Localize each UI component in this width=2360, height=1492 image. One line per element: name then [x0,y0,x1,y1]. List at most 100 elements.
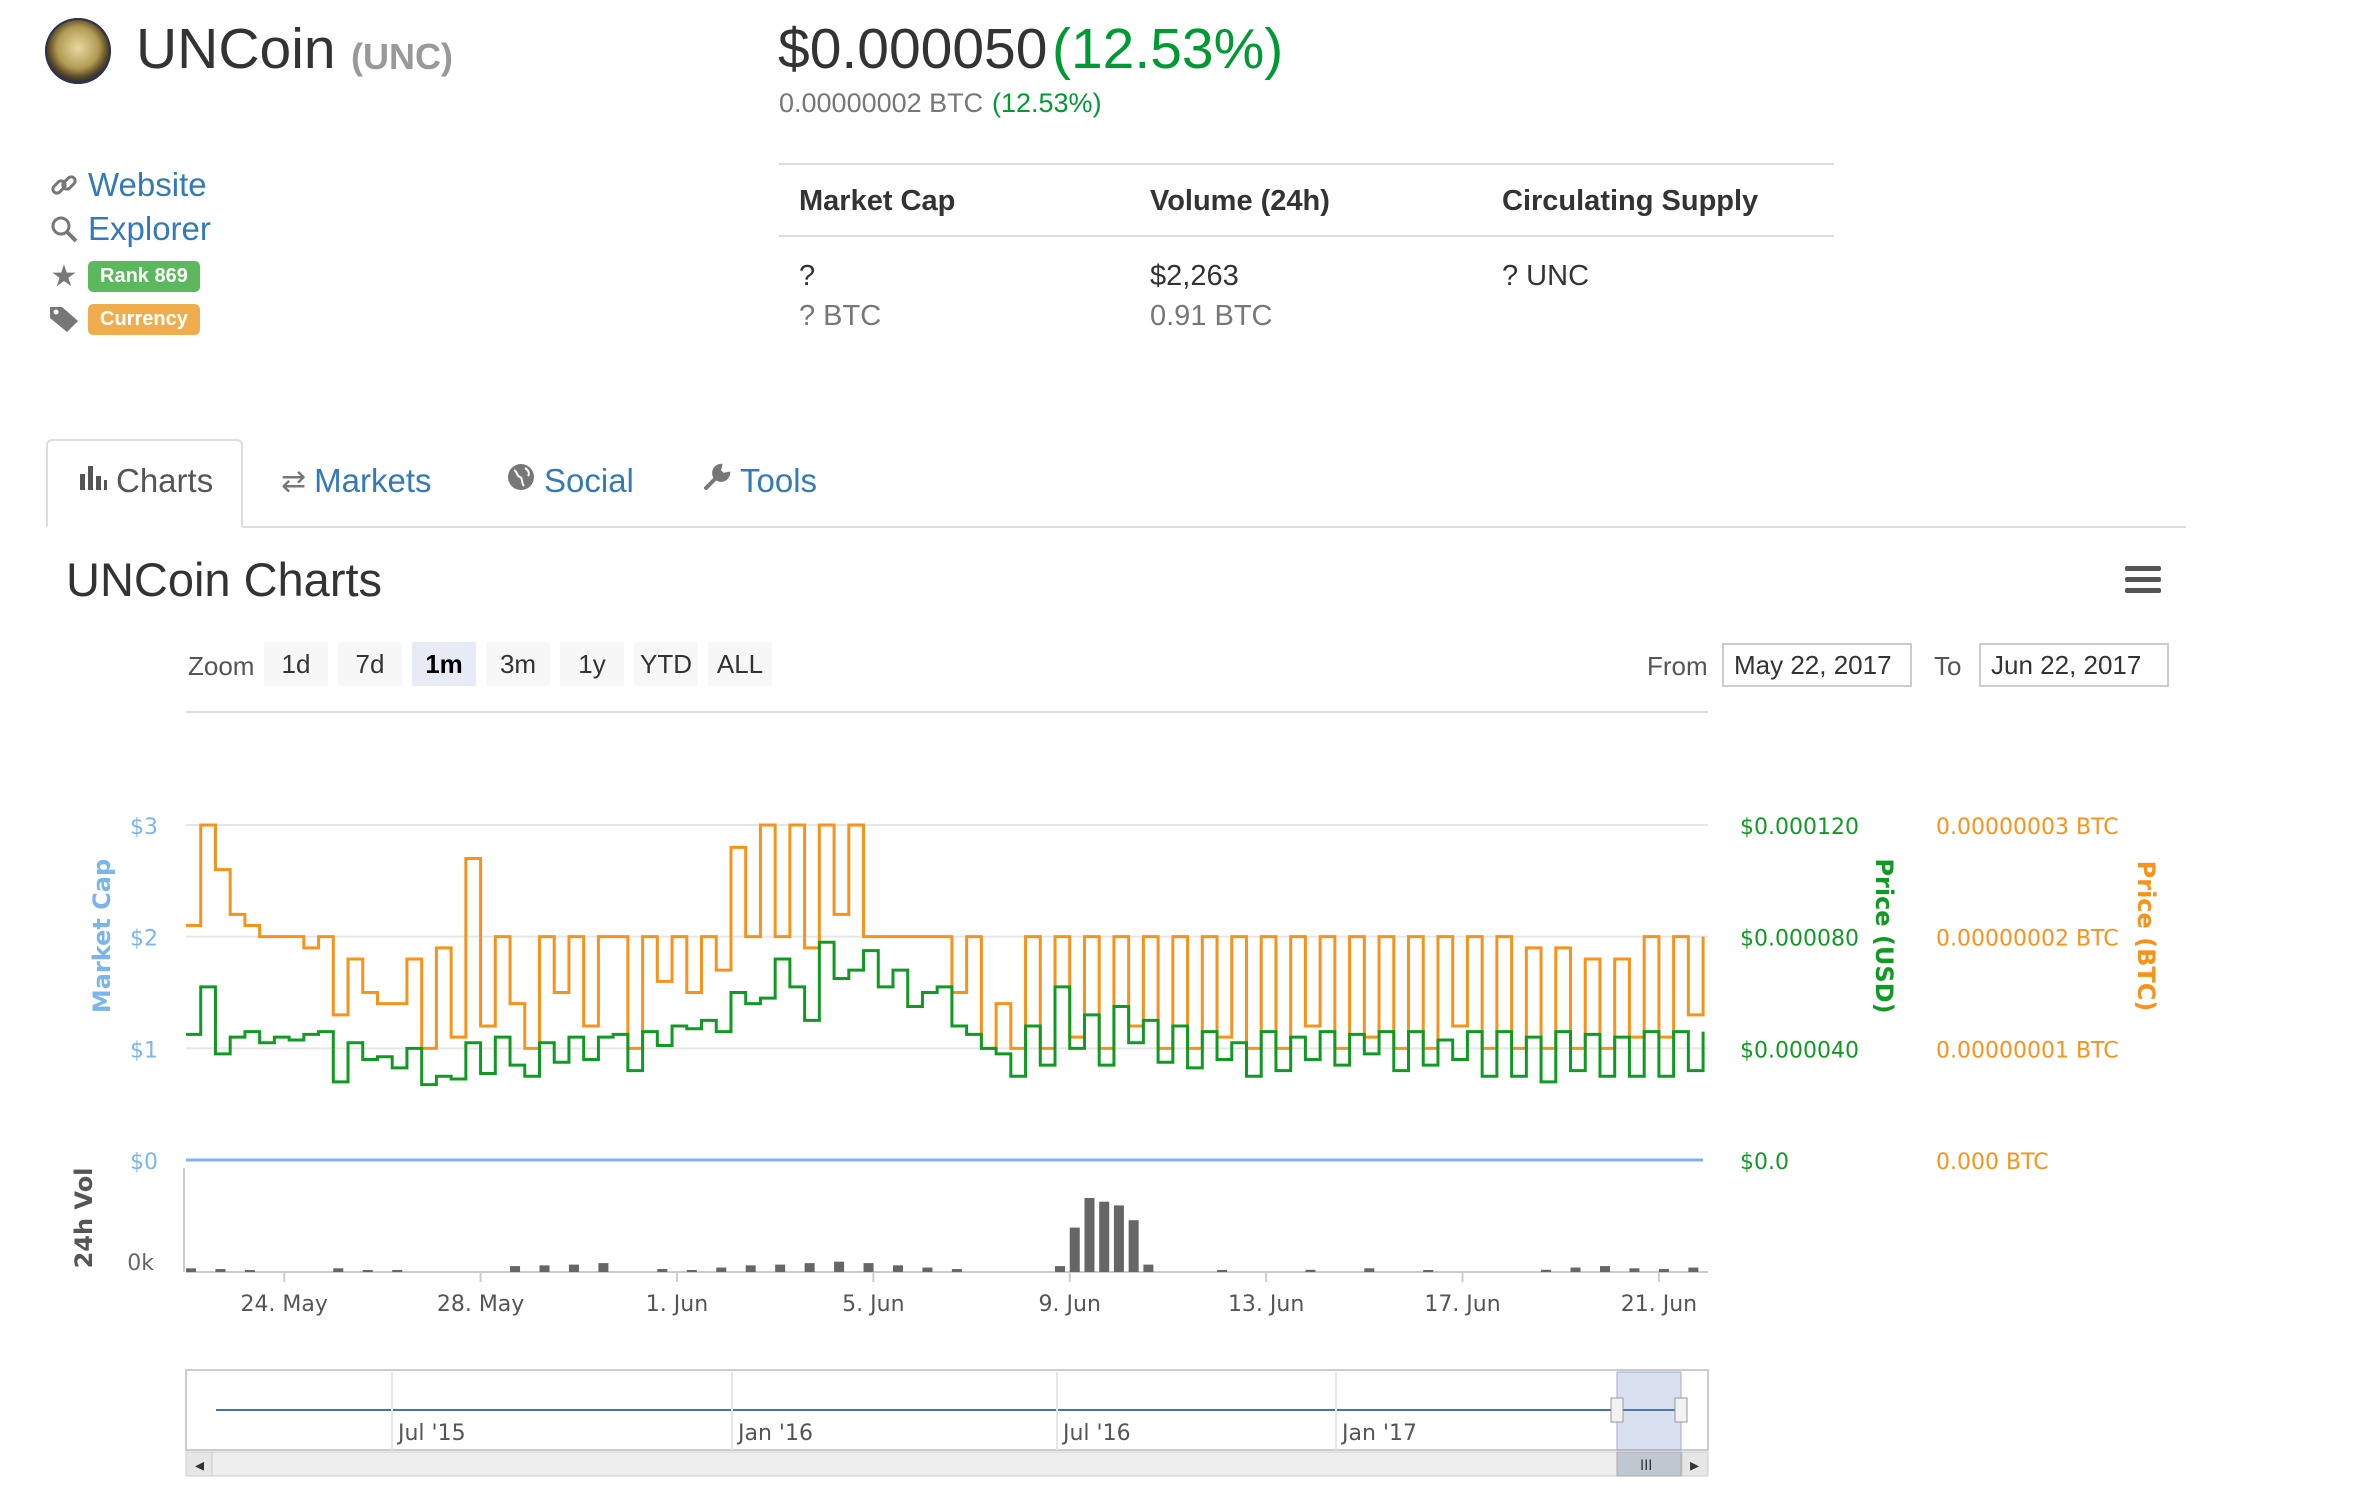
zoom-1d-button[interactable]: 1d [264,642,328,686]
website-row[interactable]: Website [46,166,207,204]
volume-bar [568,1264,579,1272]
navigator-right-handle [1674,1397,1688,1423]
usd-tick: $0.000080 [1740,927,1859,952]
zoom-3m-button[interactable]: 3m [486,642,550,686]
search-icon [46,211,82,247]
rank-badge: Rank 869 [88,260,200,292]
volume-value: $2,263 [1150,260,1239,292]
tab-charts[interactable]: Charts [78,462,213,500]
navigator-selection [1616,1371,1682,1451]
price-change-percent: (12.53%) [1052,17,1284,81]
navigator-tick-label: Jul '16 [1061,1421,1131,1446]
chart-menu-icon[interactable] [2125,566,2161,594]
x-tick-label: 28. May [437,1292,524,1317]
coin-logo [45,18,111,84]
volume-bar [1423,1270,1434,1272]
link-icon [46,167,82,203]
supply-header: Circulating Supply [1502,185,1759,217]
volume-bar [1364,1268,1375,1272]
market-cap-tick: $0 [130,1150,158,1175]
explorer-link[interactable]: Explorer [88,210,211,247]
scrollbar-grip-icon: III [1640,1458,1652,1474]
volume-bar [244,1270,255,1272]
x-tick-label: 1. Jun [646,1292,708,1317]
scroll-left-arrow-icon: ◂ [195,1455,204,1476]
to-date-input[interactable]: Jun 22, 2017 [1979,643,2169,687]
volume-bar [1055,1266,1066,1272]
x-tick-label: 9. Jun [1039,1292,1101,1317]
usd-axis-title: Price (USD) [1870,858,1898,1013]
wrench-icon [702,462,732,500]
btc-tick: 0.00000001 BTC [1936,1038,2119,1063]
usd-price-line [186,940,1705,1087]
zoom-ytd-button[interactable]: YTD [634,642,698,686]
price-btc: 0.00000002 BTC [779,88,984,118]
volume-bar [510,1266,521,1272]
x-tick-label: 24. May [240,1292,327,1317]
navigator-tick-label: Jan '17 [1340,1421,1417,1446]
volume-bar [892,1265,903,1272]
globe-icon [506,462,536,500]
market-cap-tick: $3 [130,815,158,840]
to-label: To [1934,651,1962,681]
x-tick-label: 21. Jun [1621,1292,1697,1317]
volume-bar [1541,1269,1552,1272]
market-cap-tick: $2 [130,927,158,952]
volume-bar [215,1269,226,1272]
btc-tick: 0.00000003 BTC [1936,815,2119,840]
tab-social[interactable]: Social [506,462,634,500]
volume-bar [863,1263,874,1272]
market-cap-btc: ? BTC [799,300,882,332]
scrollbar-thumb [1616,1451,1682,1477]
volume-bar [1217,1270,1228,1272]
tab-markets-label: Markets [314,462,432,499]
price-usd: $0.000050 [778,17,1048,81]
zoom-1y-button[interactable]: 1y [560,642,624,686]
btc-tick: 0.000 BTC [1936,1150,2049,1175]
from-date-input[interactable]: May 22, 2017 [1722,643,1912,687]
tab-tools[interactable]: Tools [702,462,817,500]
tab-markets[interactable]: ⇄ Markets [281,462,432,500]
scroll-right-button [1681,1451,1709,1477]
scroll-right-arrow-icon: ▸ [1690,1455,1699,1476]
zoom-all-button[interactable]: ALL [708,642,772,686]
explorer-row[interactable]: Explorer [46,210,211,248]
volume-bar [686,1270,697,1272]
volume-bar [392,1270,403,1272]
market-cap-axis-title: Market Cap [88,859,116,1013]
tab-charts-label: Charts [116,462,214,499]
zoom-1m-button[interactable]: 1m [412,642,476,686]
volume-bar [922,1267,933,1272]
volume-bar [834,1261,845,1272]
zoom-7d-button[interactable]: 7d [338,642,402,686]
volume-bar [1084,1198,1095,1272]
x-tick-label: 5. Jun [842,1292,904,1317]
exchange-arrows-icon: ⇄ [281,464,307,498]
volume-bar [186,1268,196,1272]
coin-name: UNCoin [136,17,336,81]
volume-bar [951,1269,962,1272]
volume-bar [1099,1201,1110,1272]
navigator-tick-label: Jan '16 [736,1421,813,1446]
navigator-left-handle [1610,1397,1624,1423]
tabs-divider [46,526,2186,528]
volume-bar [1128,1220,1139,1272]
zoom-label: Zoom [188,651,255,681]
tab-charts-frame[interactable] [46,439,243,528]
volume-bar [775,1264,786,1272]
tag-icon [46,301,82,337]
usd-tick: $0.000120 [1740,815,1859,840]
volume-header: Volume (24h) [1150,185,1330,217]
volume-bar [362,1270,373,1272]
category-row: Currency [46,301,200,337]
market-cap-header: Market Cap [799,185,956,217]
volume-bar [745,1265,756,1272]
usd-tick: $0.000040 [1740,1038,1859,1063]
chart-title: UNCoin Charts [66,553,383,606]
from-label: From [1647,651,1708,681]
website-link[interactable]: Website [88,166,207,203]
volume-bar [716,1267,727,1272]
btc-tick: 0.00000002 BTC [1936,927,2119,952]
volume-bar [657,1269,668,1272]
